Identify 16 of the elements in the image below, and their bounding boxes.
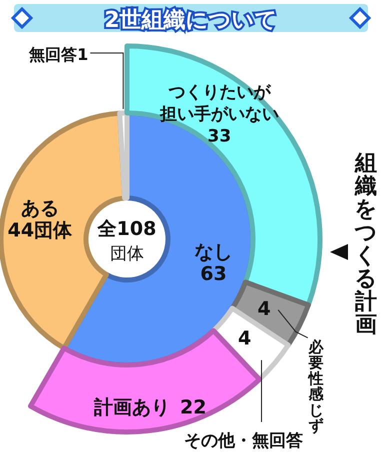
- slice-label: 計画あり: [92, 396, 170, 418]
- data-label: 4: [238, 328, 252, 350]
- slice-label: ある: [20, 197, 59, 220]
- slice-label: なし: [194, 241, 232, 264]
- text: 組織をつくる計画: [354, 151, 378, 338]
- text: 全108団体: [96, 218, 156, 264]
- data-label: 63: [200, 263, 227, 286]
- slice-label: つくりたいが担い手がいない: [158, 82, 279, 124]
- slice-label: その他・無回答: [184, 431, 304, 451]
- slice-label: 必要性感じず: [307, 338, 324, 435]
- chart-title: 2世組織について: [104, 8, 278, 33]
- data-label: 22: [180, 396, 206, 418]
- data-label: 44団体: [8, 219, 74, 242]
- data-label: 33: [208, 126, 232, 146]
- data-label: 4: [258, 298, 271, 320]
- slice-label: 無回答1: [28, 45, 88, 64]
